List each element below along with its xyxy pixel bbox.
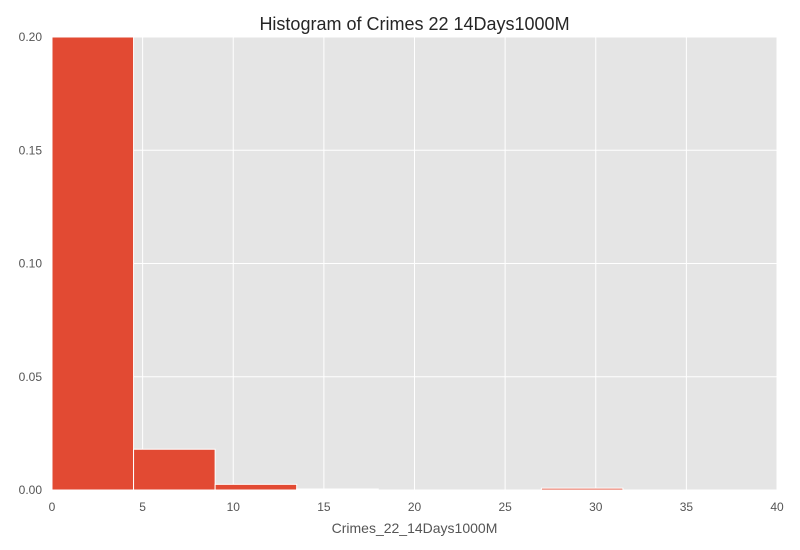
y-tick-label: 0.15 — [19, 143, 43, 157]
x-tick-label: 5 — [139, 500, 146, 514]
histogram-bar — [214, 483, 298, 491]
x-tick-label: 30 — [589, 500, 603, 514]
x-axis-label: Crimes_22_14Days1000M — [332, 520, 498, 536]
x-tick-label: 20 — [408, 500, 422, 514]
y-tick-label: 0.00 — [19, 483, 43, 497]
histogram-bar — [51, 36, 135, 491]
y-tick-label: 0.20 — [19, 30, 43, 44]
x-axis-ticks: 0 5 10 15 20 25 30 35 40 — [49, 500, 784, 514]
x-tick-label: 10 — [227, 500, 241, 514]
x-tick-label: 15 — [317, 500, 331, 514]
y-tick-label: 0.10 — [19, 257, 43, 271]
histogram-bar — [540, 487, 624, 491]
y-axis-ticks: 0.00 0.05 0.10 0.15 0.20 — [19, 30, 43, 497]
histogram-bars — [51, 36, 624, 491]
x-tick-label: 0 — [49, 500, 56, 514]
x-tick-label: 40 — [770, 500, 784, 514]
grid-lines — [51, 36, 778, 491]
histogram-bar — [296, 488, 379, 491]
x-tick-label: 25 — [498, 500, 512, 514]
histogram-bar — [133, 448, 216, 491]
chart-title: Histogram of Crimes 22 14Days1000M — [259, 14, 569, 34]
x-tick-label: 35 — [680, 500, 694, 514]
y-tick-label: 0.05 — [19, 370, 43, 384]
